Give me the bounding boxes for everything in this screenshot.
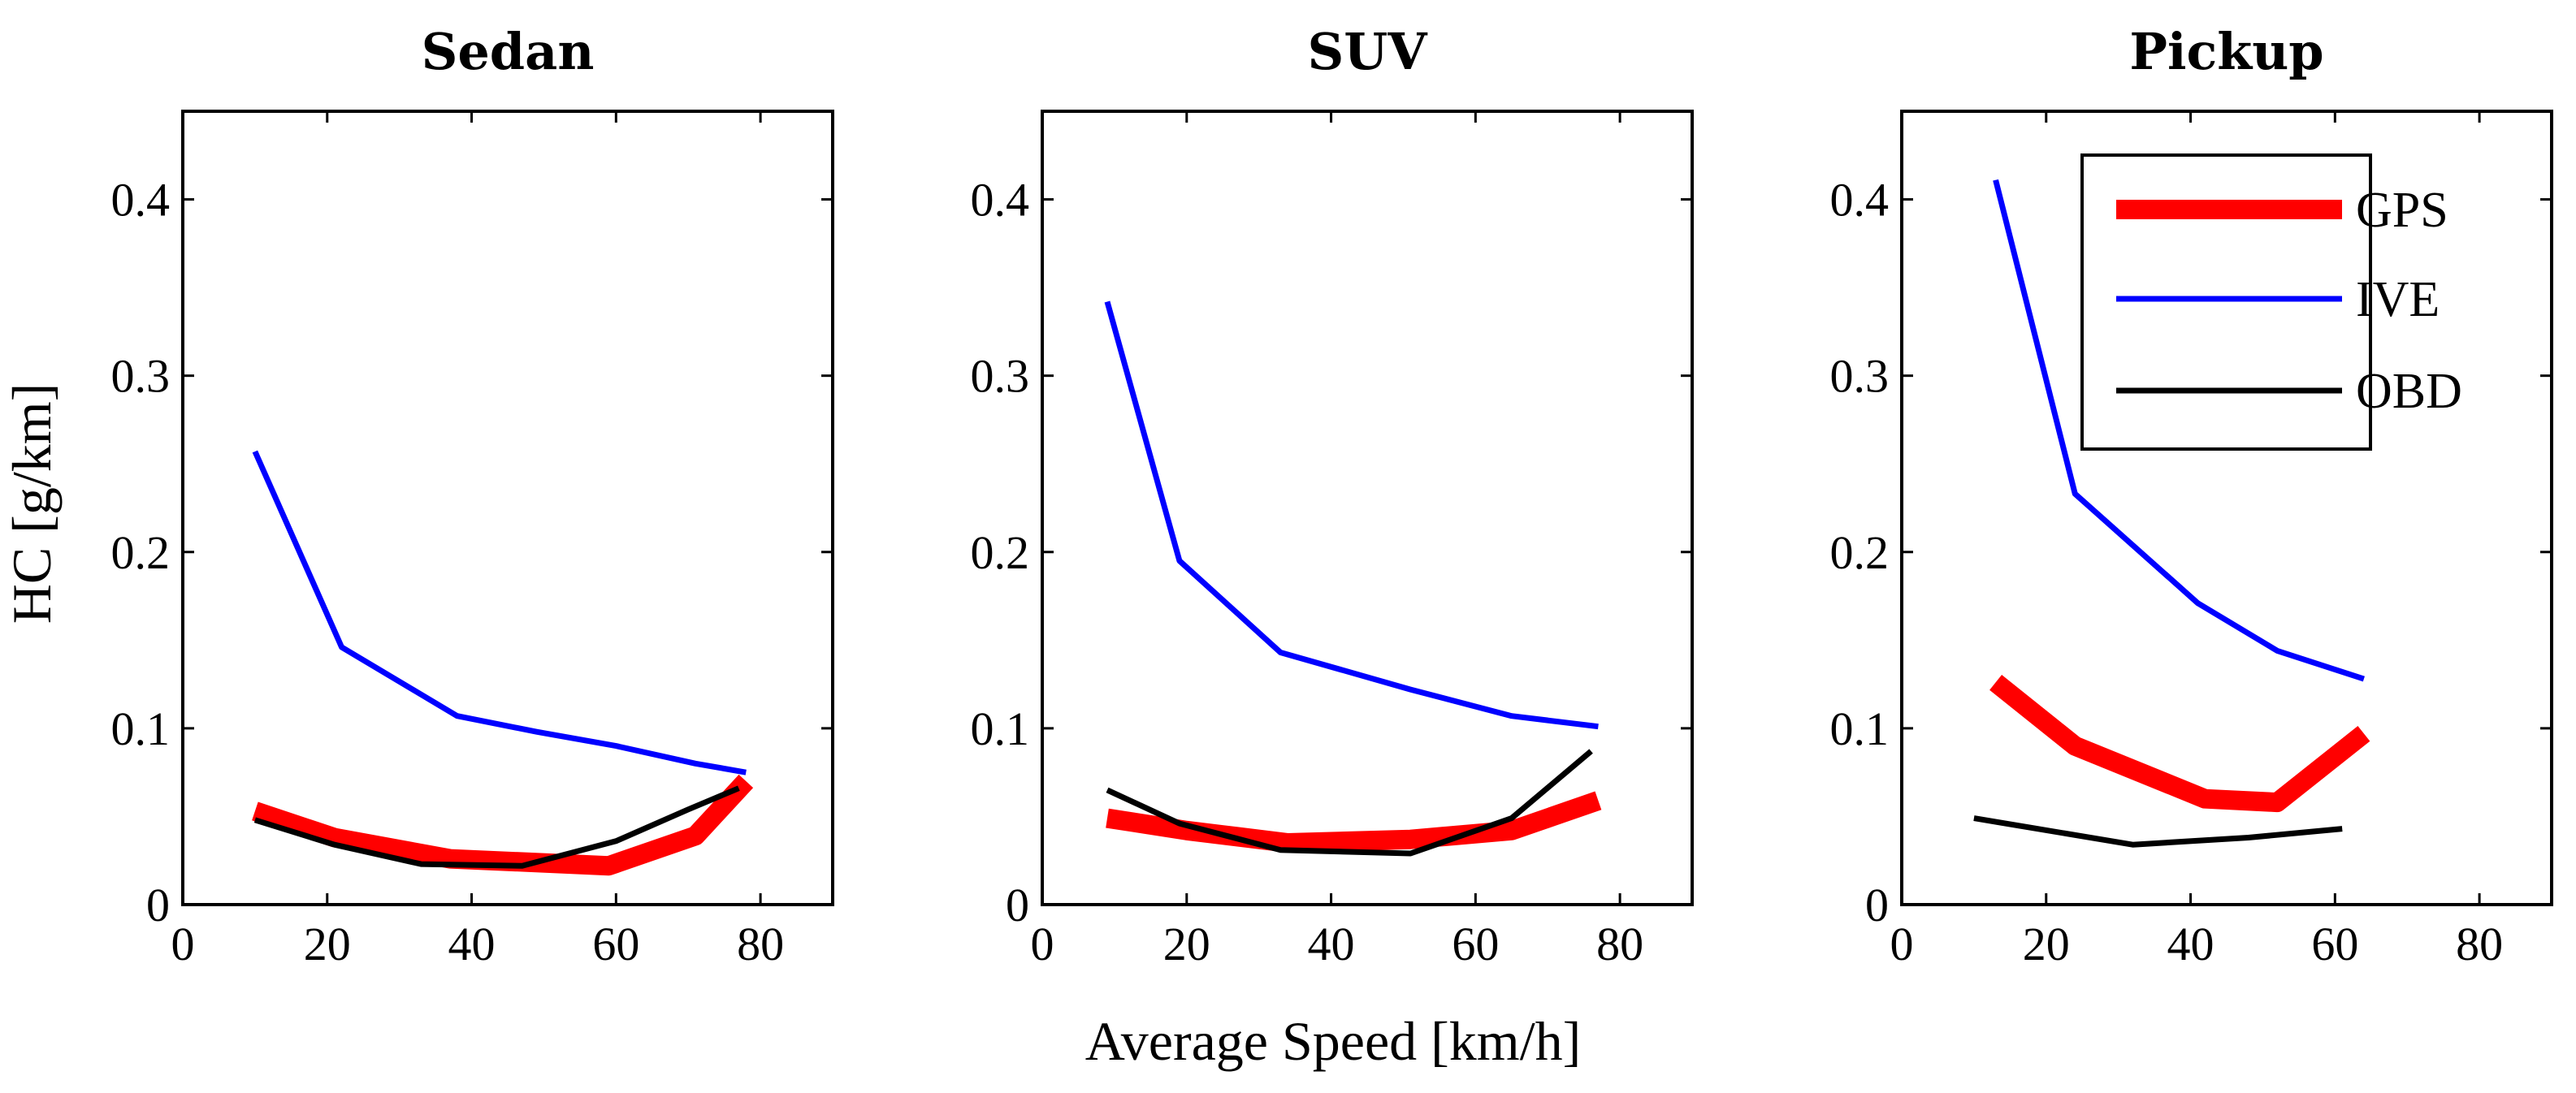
x-tick-label: 80 (737, 918, 784, 970)
x-tick-label: 20 (1163, 918, 1210, 970)
x-tick-label: 60 (1452, 918, 1499, 970)
x-tick-label: 60 (592, 918, 639, 970)
y-axis-label: HC [g/km] (1, 383, 63, 624)
panels: Sedan 0 20 40 60 80 0 0.1 0.2 0.3 0.4 SUV 0 20 40 60 80 0… (111, 22, 2553, 970)
series-obd-line-suv (1106, 749, 1593, 857)
series-ive-line-pickup (1993, 179, 2365, 682)
legend: GPS IVE OBD (2080, 153, 2462, 451)
panel-suv: SUV 0 20 40 60 80 0 0.1 0.2 0.3 0.4 (971, 22, 1694, 970)
x-tick-label: 40 (448, 918, 496, 970)
y-tick-label: 0.4 (111, 174, 171, 227)
panel-pickup: Pickup 0 20 40 60 80 0 0.1 0.2 0.3 0.4 (1830, 22, 2553, 970)
legend-label-obd: OBD (2356, 364, 2462, 419)
legend-entry-gps: GPS (2116, 183, 2448, 238)
y-tick-label: 0 (1006, 879, 1029, 931)
legend-entry-obd: OBD (2116, 364, 2462, 419)
x-tick-label: 60 (2311, 918, 2358, 970)
y-tick-label: 0.1 (971, 702, 1030, 755)
panel-sedan: Sedan 0 20 40 60 80 0 0.1 0.2 0.3 0.4 (111, 22, 834, 970)
x-tick-label: 80 (1596, 918, 1643, 970)
x-tick-label: 20 (304, 918, 351, 970)
legend-entry-ive: IVE (2116, 272, 2440, 327)
y-tick-label: 0.4 (971, 174, 1030, 227)
plot-frame-pickup (1900, 110, 2553, 906)
legend-label-ive: IVE (2356, 272, 2440, 327)
y-tick-label: 0.4 (1830, 174, 1890, 227)
series-obd-line-pickup (1973, 815, 2343, 848)
y-tick-label: 0 (1865, 879, 1889, 931)
x-axis-label: Average Speed [km/h] (1085, 1010, 1582, 1072)
y-tick-label: 0.2 (111, 526, 171, 579)
legend-label-gps: GPS (2356, 183, 2448, 238)
x-tick-label: 0 (1890, 918, 1914, 970)
panel-title-suv: SUV (1308, 22, 1428, 81)
x-tick-label: 40 (2167, 918, 2214, 970)
plot-frame-sedan (181, 110, 834, 906)
y-tick-label: 0.2 (1830, 526, 1890, 579)
y-tick-label: 0.3 (111, 350, 171, 403)
panel-title-sedan: Sedan (422, 22, 595, 81)
legend-box (2080, 153, 2372, 451)
x-tick-label: 80 (2456, 918, 2503, 970)
x-tick-label: 20 (2023, 918, 2070, 970)
series-gps-line-sedan (252, 774, 754, 876)
y-tick-label: 0.3 (1830, 350, 1890, 403)
series-obd-line-sedan (253, 785, 740, 869)
series-gps-line-pickup (1989, 675, 2370, 813)
series-gps-line-suv (1106, 791, 1602, 853)
series-ive-line-suv (1104, 300, 1599, 730)
y-tick-label: 0.3 (971, 350, 1030, 403)
series-ive-line-sedan (252, 450, 747, 775)
x-tick-label: 0 (1031, 918, 1054, 970)
y-tick-label: 0 (146, 879, 170, 931)
y-tick-label: 0.1 (1830, 702, 1890, 755)
x-tick-label: 40 (1308, 918, 1355, 970)
panel-title-pickup: Pickup (2129, 22, 2323, 81)
y-tick-label: 0.1 (111, 702, 171, 755)
plot-frame-suv (1041, 110, 1694, 906)
y-tick-label: 0.2 (971, 526, 1030, 579)
x-tick-label: 0 (171, 918, 195, 970)
